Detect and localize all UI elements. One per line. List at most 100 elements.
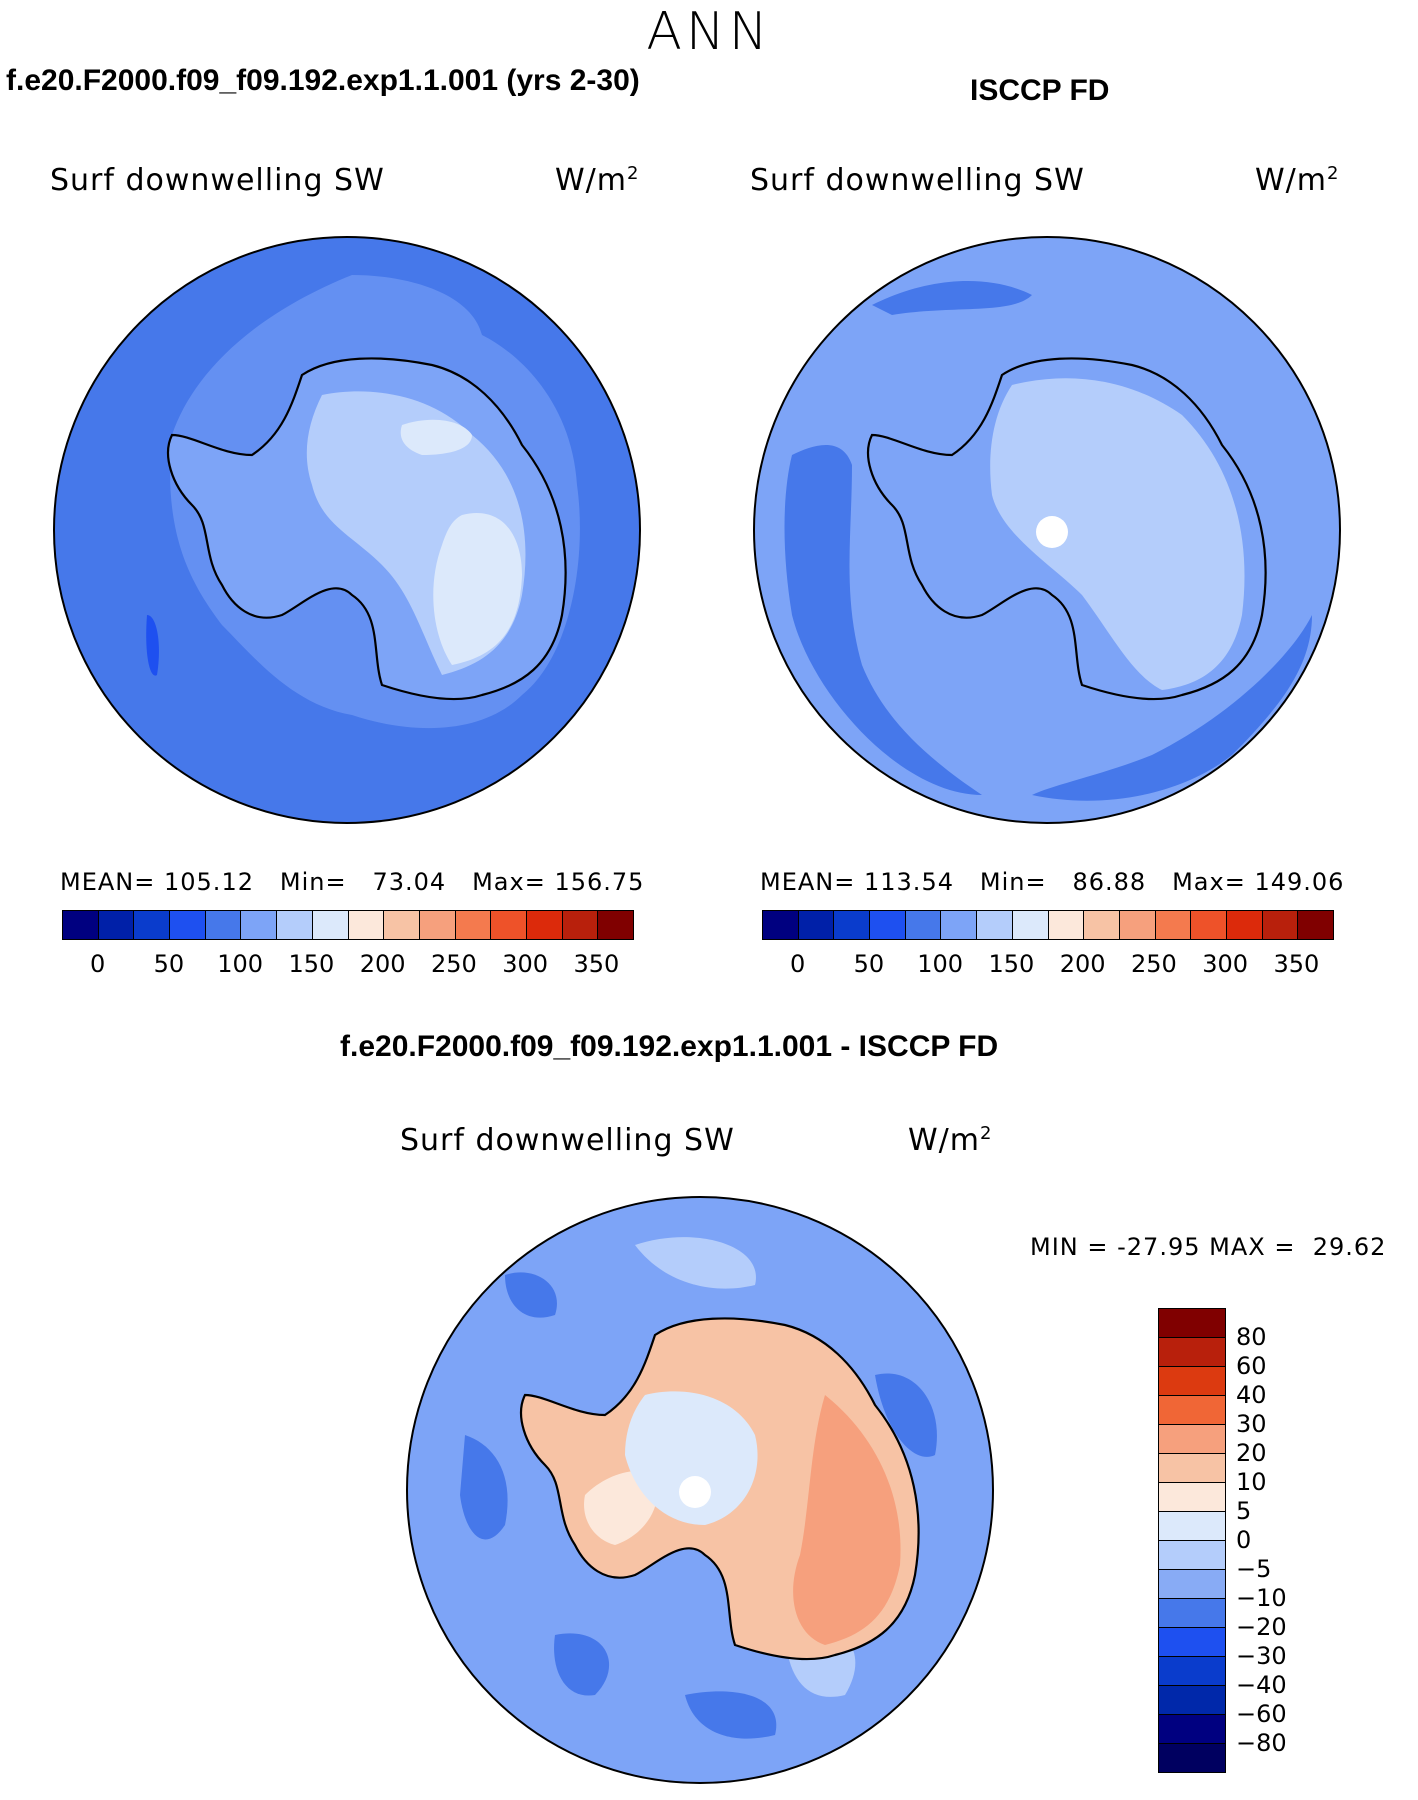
colorbar-swatch: [1159, 1338, 1225, 1367]
land-interior: [990, 378, 1245, 690]
colorbar-swatch: [1159, 1599, 1225, 1628]
colorbar-swatch: [1159, 1541, 1225, 1570]
colorbar-swatch: [798, 911, 835, 939]
colorbar-tick-label: 350: [573, 950, 620, 978]
ocean-patch-dark-5: [685, 1691, 777, 1739]
diff-units-label: W/m2: [908, 1123, 993, 1158]
colorbar-tick-label: 60: [1236, 1352, 1267, 1380]
colorbar-tick-label: −10: [1236, 1584, 1287, 1612]
colorbar-swatch: [1159, 1657, 1225, 1686]
colorbar-swatch: [1159, 1454, 1225, 1483]
ocean-patch-dark-2: [505, 1272, 557, 1318]
colorbar-swatch: [348, 911, 385, 939]
ocean-patch-dark-3: [875, 1373, 937, 1457]
colorbar-tick-label: 0: [1236, 1526, 1252, 1554]
colorbar-swatch: [870, 911, 906, 939]
colorbar-swatch: [763, 911, 799, 939]
colorbar-tick-label: 150: [288, 950, 335, 978]
colorbar-swatch: [1226, 911, 1263, 939]
colorbar-tick-label: 250: [430, 950, 477, 978]
ocean-patch-dark-4: [554, 1633, 610, 1696]
colorbar-swatch: [241, 911, 278, 939]
colorbar-tick-label: 250: [1130, 950, 1177, 978]
ocean-patch-light: [635, 1237, 756, 1289]
diff-polar-map: [406, 1196, 994, 1784]
colorbar-swatch: [98, 911, 135, 939]
diff-warm-strong: [793, 1395, 901, 1645]
colorbar-swatch: [1159, 1686, 1225, 1715]
colorbar-tick-label: −80: [1236, 1729, 1287, 1757]
obs-polar-map: [753, 236, 1341, 824]
colorbar-swatch: [598, 911, 633, 939]
colorbar-swatch: [419, 911, 456, 939]
colorbar-swatch: [1159, 1570, 1225, 1599]
colorbar-swatch: [1262, 911, 1299, 939]
obs-units-label: W/m2: [1255, 163, 1340, 198]
colorbar-tick-label: 40: [1236, 1381, 1267, 1409]
colorbar-tick-label: 300: [502, 950, 549, 978]
colorbar-tick-label: 0: [89, 950, 106, 978]
colorbar-swatch: [1048, 911, 1085, 939]
colorbar-swatch: [1159, 1744, 1225, 1772]
colorbar-tick-label: −30: [1236, 1642, 1287, 1670]
model-panel-title: f.e20.F2000.f09_f09.192.exp1.1.001 (yrs …: [6, 64, 640, 97]
obs-colorbar: [762, 910, 1334, 940]
colorbar-tick-label: −60: [1236, 1700, 1287, 1728]
colorbar-tick-label: −20: [1236, 1613, 1287, 1641]
land-interior-high: [433, 513, 522, 665]
colorbar-swatch: [1159, 1483, 1225, 1512]
diff-stats: MIN = -27.95 MAX = 29.62: [1030, 1233, 1387, 1261]
colorbar-tick-label: −40: [1236, 1671, 1287, 1699]
colorbar-swatch: [1155, 911, 1192, 939]
colorbar-tick-label: 100: [217, 950, 264, 978]
colorbar-swatch: [905, 911, 942, 939]
colorbar-swatch: [1159, 1309, 1225, 1338]
colorbar-swatch: [562, 911, 599, 939]
colorbar-tick-label: 350: [1273, 950, 1320, 978]
colorbar-swatch: [170, 911, 206, 939]
model-units-label: W/m2: [555, 163, 640, 198]
colorbar-swatch: [277, 911, 313, 939]
colorbar-swatch: [1119, 911, 1156, 939]
colorbar-tick-label: 300: [1202, 950, 1249, 978]
obs-stats: MEAN= 113.54 Min= 86.88 Max= 149.06: [760, 868, 1345, 896]
colorbar-tick-label: 50: [853, 950, 885, 978]
model-colorbar: [62, 910, 634, 940]
colorbar-tick-label: 80: [1236, 1323, 1267, 1351]
obs-variable-label: Surf downwelling SW: [750, 163, 1085, 198]
colorbar-tick-label: 10: [1236, 1468, 1267, 1496]
colorbar-swatch: [205, 911, 242, 939]
ocean-patch-dark-1: [460, 1435, 508, 1540]
diff-panel-title: f.e20.F2000.f09_f09.192.exp1.1.001 - ISC…: [340, 1030, 999, 1063]
ocean-band-dark-west: [784, 445, 982, 795]
colorbar-tick-label: 200: [1059, 950, 1106, 978]
colorbar-swatch: [63, 911, 99, 939]
colorbar-swatch: [1159, 1628, 1225, 1657]
colorbar-tick-label: 50: [153, 950, 185, 978]
colorbar-swatch: [134, 911, 171, 939]
colorbar-swatch: [526, 911, 563, 939]
pole-hole: [1036, 516, 1068, 548]
colorbar-tick-label: 0: [789, 950, 806, 978]
colorbar-swatch: [455, 911, 492, 939]
colorbar-swatch: [977, 911, 1013, 939]
diff-variable-label: Surf downwelling SW: [400, 1123, 735, 1158]
model-variable-label: Surf downwelling SW: [50, 163, 385, 198]
colorbar-swatch: [834, 911, 871, 939]
colorbar-swatch: [1084, 911, 1120, 939]
pole-hole: [679, 1476, 711, 1508]
colorbar-tick-label: 20: [1236, 1439, 1267, 1467]
colorbar-swatch: [1159, 1425, 1225, 1454]
colorbar-swatch: [1159, 1396, 1225, 1425]
diff-warm-light: [584, 1471, 658, 1545]
diff-colorbar: [1158, 1308, 1226, 1773]
ocean-band-dark-north: [872, 281, 1032, 315]
colorbar-swatch: [1159, 1715, 1225, 1744]
diff-cool-interior: [625, 1391, 758, 1525]
colorbar-tick-label: 150: [988, 950, 1035, 978]
colorbar-swatch: [1298, 911, 1333, 939]
colorbar-swatch: [491, 911, 527, 939]
colorbar-tick-label: 200: [359, 950, 406, 978]
colorbar-tick-label: 30: [1236, 1410, 1267, 1438]
colorbar-swatch: [1159, 1367, 1225, 1396]
